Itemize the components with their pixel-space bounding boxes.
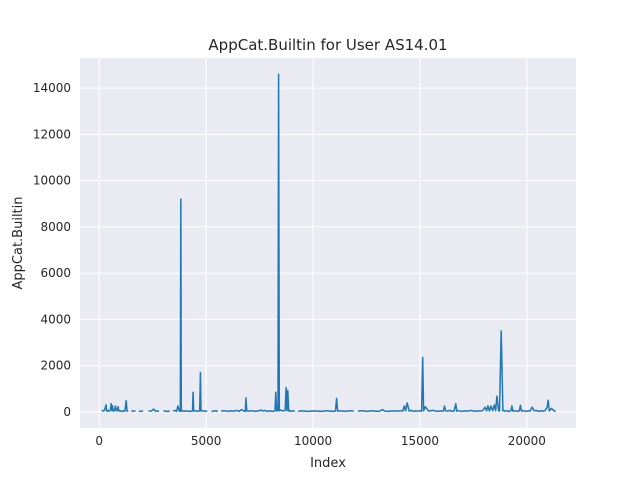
chart-title: AppCat.Builtin for User AS14.01 xyxy=(208,36,447,54)
series-segment xyxy=(221,73,295,413)
gridlines xyxy=(80,58,576,428)
series-line xyxy=(101,73,557,413)
y-tick-labels: 0 2000 4000 6000 8000 10000 12000 14000 xyxy=(33,81,71,419)
series-segment xyxy=(131,410,136,413)
x-tick-label: 10000 xyxy=(294,434,332,448)
x-tick-labels: 0 5000 10000 15000 20000 xyxy=(95,434,546,448)
series-segment xyxy=(163,410,170,413)
series-segment xyxy=(148,408,160,413)
y-tick-label: 10000 xyxy=(33,174,71,188)
y-tick-label: 4000 xyxy=(40,312,71,326)
series-segment xyxy=(357,330,557,413)
x-tick-label: 15000 xyxy=(401,434,439,448)
y-tick-label: 12000 xyxy=(33,127,71,141)
x-tick-label: 20000 xyxy=(508,434,546,448)
y-tick-label: 6000 xyxy=(40,266,71,280)
series-segment xyxy=(297,397,354,413)
x-tick-label: 5000 xyxy=(191,434,222,448)
y-tick-label: 0 xyxy=(63,405,71,419)
series-segment xyxy=(138,410,144,413)
series-segment xyxy=(211,410,219,413)
y-axis-label: AppCat.Builtin xyxy=(11,197,26,290)
y-tick-label: 14000 xyxy=(33,81,71,95)
series-segment xyxy=(172,198,208,413)
x-tick-label: 0 xyxy=(95,434,103,448)
x-axis-label: Index xyxy=(310,456,346,471)
plot-area xyxy=(80,58,576,428)
y-tick-label: 8000 xyxy=(40,220,71,234)
y-tick-label: 2000 xyxy=(40,359,71,373)
series-segment xyxy=(101,399,129,413)
